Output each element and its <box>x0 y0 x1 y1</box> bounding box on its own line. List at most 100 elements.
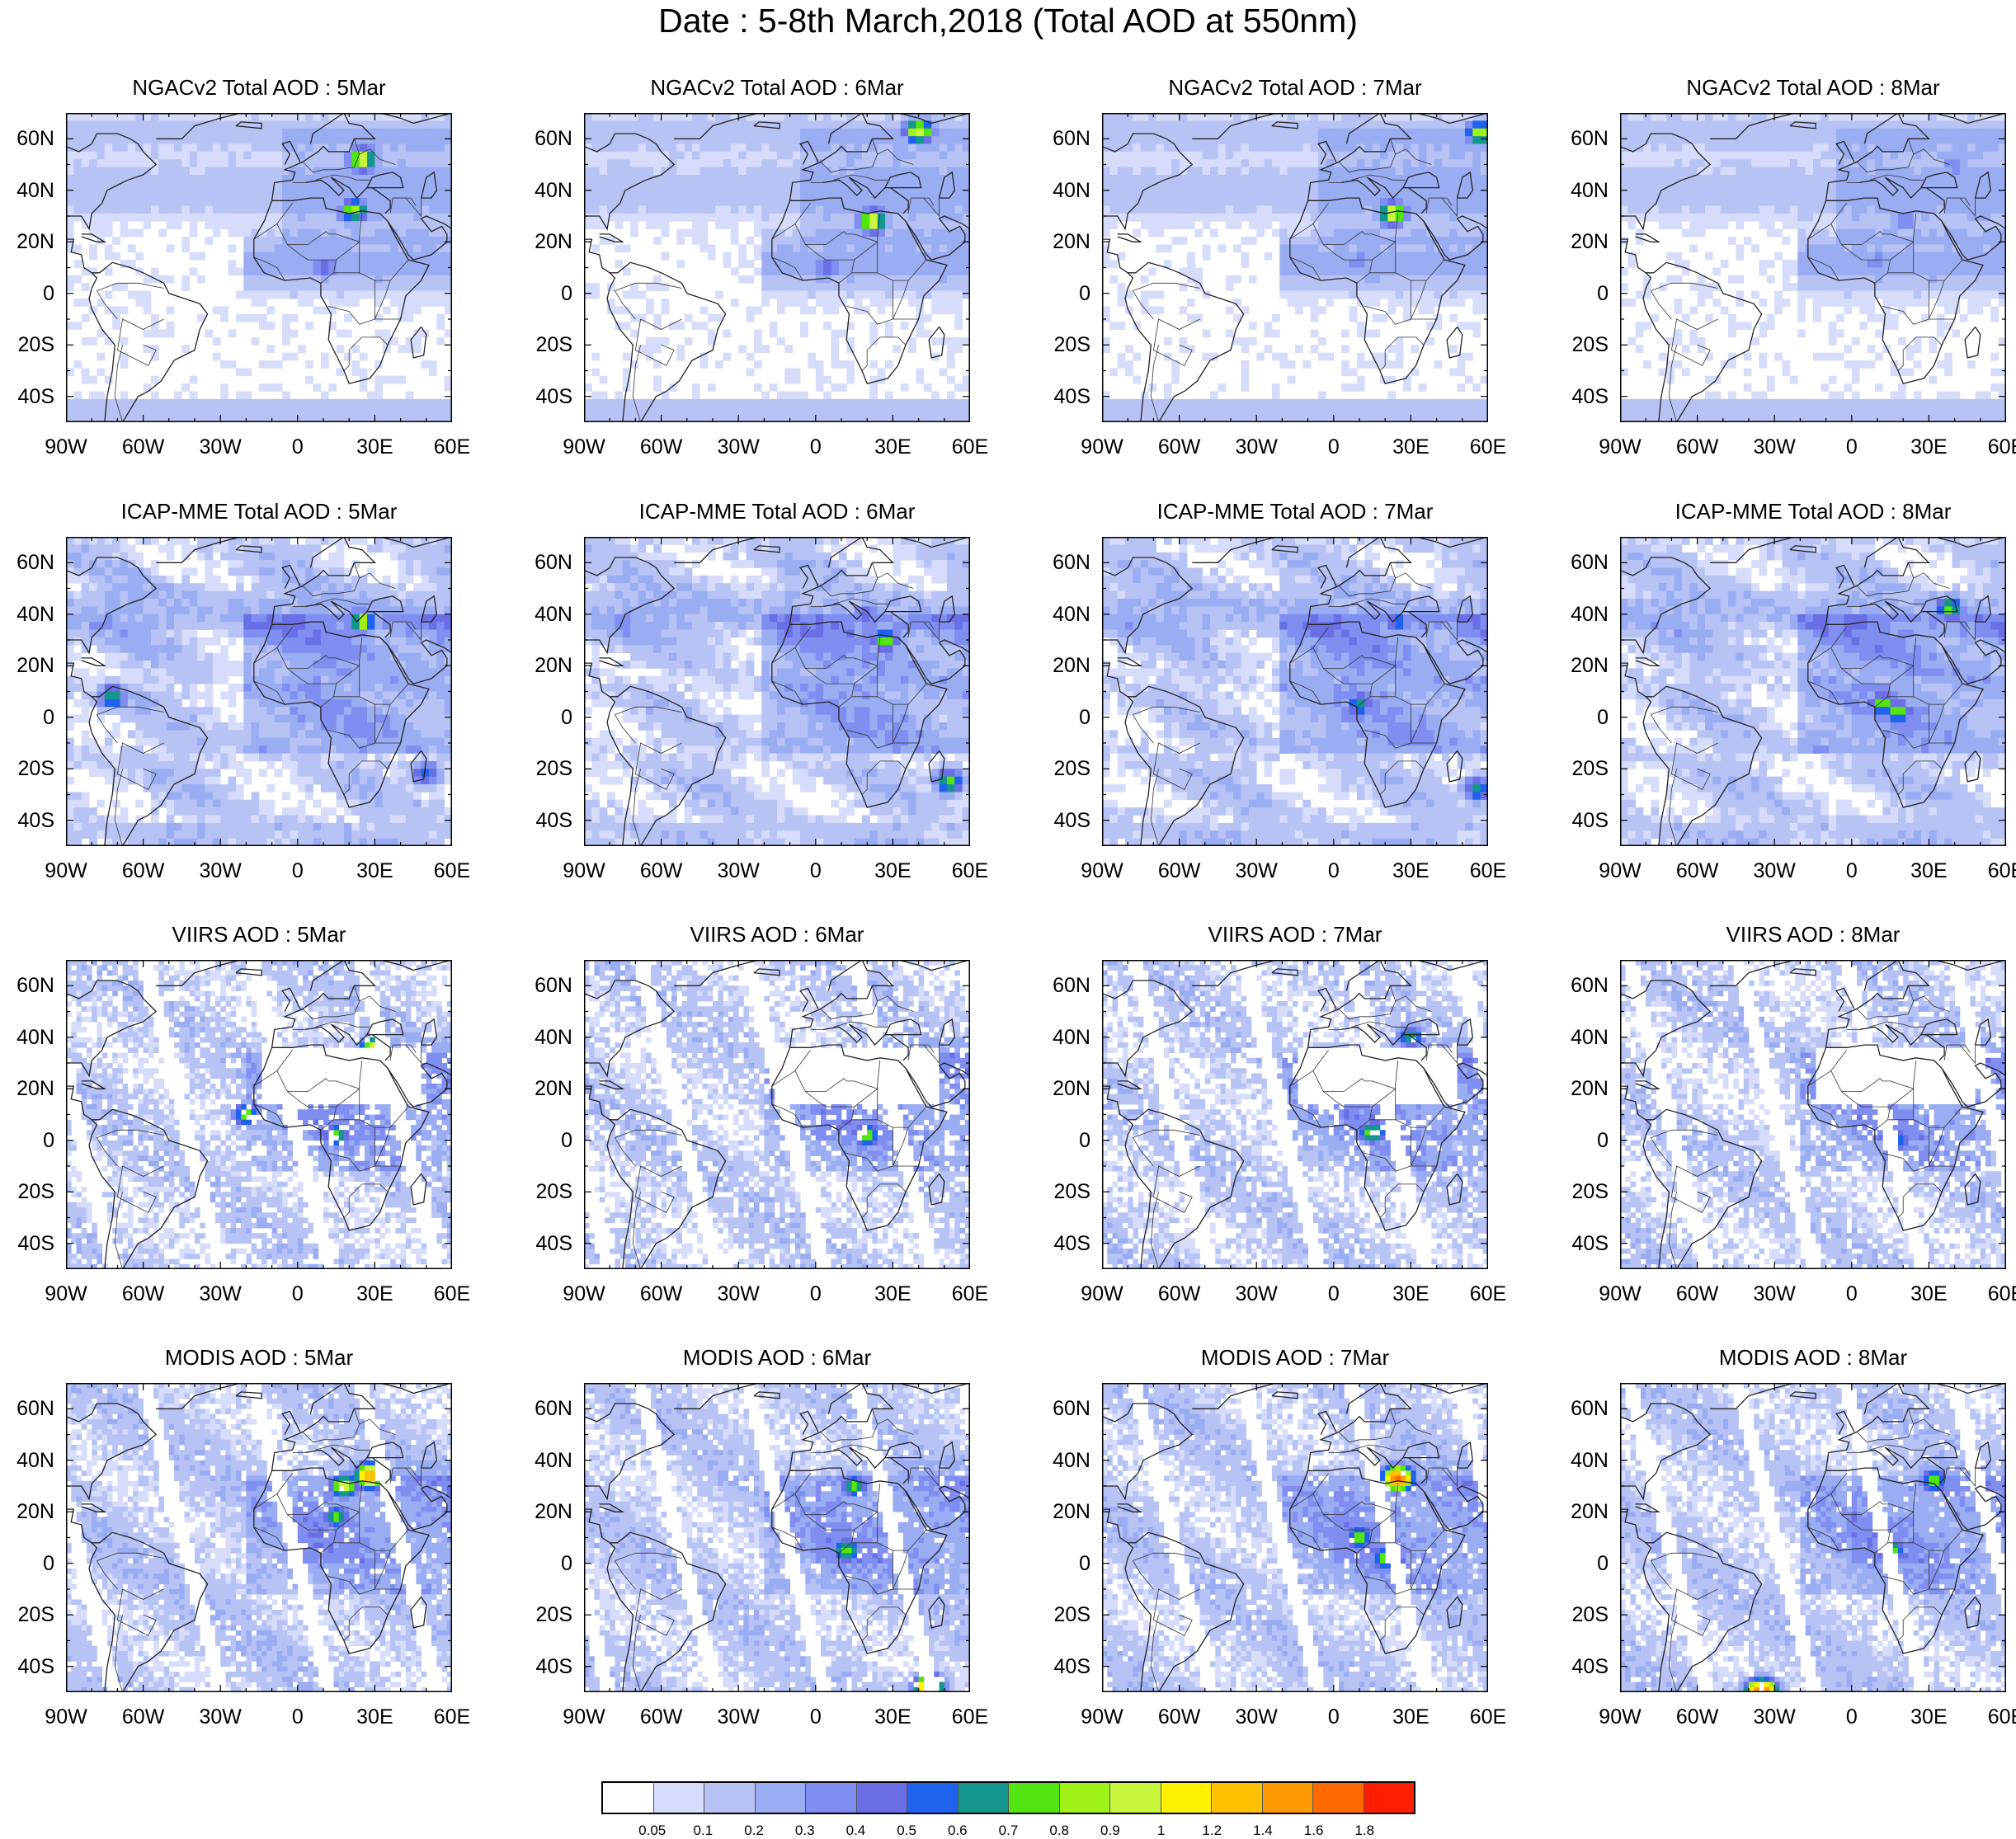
lon-tick-label: 30E <box>1896 1282 1962 1305</box>
colorbar-box <box>1009 1783 1060 1813</box>
lon-tick-label: 90W <box>33 1282 99 1305</box>
lat-tick-label: 40S <box>1554 385 1609 408</box>
lon-tick-label: 30W <box>705 1282 771 1305</box>
aod-map <box>1102 960 1488 1269</box>
panel-title: MODIS AOD : 8Mar <box>1604 1345 2016 1370</box>
lat-tick-label: 20N <box>1554 230 1609 253</box>
lat-tick-label: 20S <box>1036 757 1090 780</box>
lon-tick-label: 90W <box>1069 1282 1135 1305</box>
lon-tick-label: 90W <box>551 1705 617 1728</box>
lat-tick-label: 60N <box>518 974 572 997</box>
aod-map <box>1620 113 2006 422</box>
colorbar-label: 1.2 <box>1191 1823 1232 1839</box>
lon-tick-label: 30W <box>187 1282 253 1305</box>
lat-tick-label: 0 <box>0 282 54 305</box>
lon-tick-label: 60W <box>629 1705 695 1728</box>
panel-title: ICAP-MME Total AOD : 6Mar <box>568 499 987 524</box>
lon-tick-label: 0 <box>783 1705 849 1728</box>
lat-tick-label: 40N <box>1036 1026 1090 1049</box>
colorbar-box <box>1313 1783 1364 1813</box>
lon-tick-label: 60W <box>111 435 177 459</box>
lat-tick-label: 40N <box>1036 603 1090 626</box>
lat-tick-label: 40S <box>1554 1232 1609 1255</box>
lon-tick-label: 90W <box>551 435 617 459</box>
panel-title: ICAP-MME Total AOD : 5Mar <box>49 499 469 524</box>
lat-tick-label: 40S <box>1036 1232 1090 1255</box>
lat-tick-label: 20S <box>518 333 572 356</box>
lat-tick-label: 20S <box>1554 1603 1609 1626</box>
lat-tick-label: 0 <box>1036 282 1090 305</box>
panel-title: ICAP-MME Total AOD : 7Mar <box>1086 499 1505 524</box>
panel-title: MODIS AOD : 7Mar <box>1086 1345 1505 1370</box>
lat-tick-label: 20S <box>1036 1603 1090 1626</box>
lon-tick-label: 0 <box>265 1705 331 1728</box>
lon-tick-label: 60E <box>1455 1705 1521 1728</box>
lat-tick-label: 40S <box>518 1655 572 1678</box>
lat-tick-label: 60N <box>1036 974 1090 997</box>
lon-tick-label: 60W <box>1147 1282 1213 1305</box>
lat-tick-label: 40N <box>1554 179 1609 202</box>
lon-tick-label: 90W <box>1069 435 1135 459</box>
lat-tick-label: 60N <box>0 1397 54 1420</box>
lat-tick-label: 60N <box>0 974 54 997</box>
lat-tick-label: 0 <box>1554 706 1609 729</box>
aod-map <box>1620 960 2006 1269</box>
lat-tick-label: 40N <box>1554 1026 1609 1049</box>
lat-tick-label: 20S <box>0 333 54 356</box>
lon-tick-label: 0 <box>1819 859 1885 882</box>
lat-tick-label: 20S <box>0 1603 54 1626</box>
lon-tick-label: 30W <box>187 1705 253 1728</box>
lat-tick-label: 40S <box>1554 809 1609 832</box>
lon-tick-label: 60E <box>937 1705 1003 1728</box>
lat-tick-label: 0 <box>518 706 572 729</box>
lon-tick-label: 30W <box>1741 1705 1807 1728</box>
lat-tick-label: 0 <box>0 1129 54 1152</box>
lon-tick-label: 30W <box>705 435 771 459</box>
lon-tick-label: 90W <box>1069 1705 1135 1728</box>
aod-map <box>66 113 452 422</box>
lat-tick-label: 40N <box>518 603 572 626</box>
lat-tick-label: 40N <box>0 179 54 202</box>
panel-title: NGACv2 Total AOD : 5Mar <box>49 75 469 100</box>
lon-tick-label: 0 <box>1819 1705 1885 1728</box>
lon-tick-label: 30E <box>341 859 407 882</box>
colorbar-box <box>1212 1783 1263 1813</box>
lat-tick-label: 40N <box>518 179 572 202</box>
lon-tick-label: 60W <box>1147 859 1213 882</box>
colorbar-label: 0.8 <box>1039 1823 1080 1839</box>
lon-tick-label: 60W <box>1665 1705 1731 1728</box>
panel-title: NGACv2 Total AOD : 7Mar <box>1086 75 1505 100</box>
aod-colorbar <box>601 1781 1415 1814</box>
aod-map <box>584 113 970 422</box>
lon-tick-label: 30W <box>1741 1282 1807 1305</box>
lat-tick-label: 0 <box>1554 1129 1609 1152</box>
lat-tick-label: 20S <box>1036 333 1090 356</box>
lon-tick-label: 30W <box>1741 435 1807 459</box>
lat-tick-label: 0 <box>1036 706 1090 729</box>
aod-map <box>66 1383 452 1692</box>
lon-tick-label: 60E <box>1973 859 2016 882</box>
lat-tick-label: 20S <box>1554 757 1609 780</box>
lon-tick-label: 30E <box>860 1282 926 1305</box>
lon-tick-label: 0 <box>1301 435 1367 459</box>
lat-tick-label: 20N <box>1554 1077 1609 1100</box>
lon-tick-label: 30W <box>1223 435 1289 459</box>
lon-tick-label: 30E <box>860 859 926 882</box>
lat-tick-label: 0 <box>1036 1552 1090 1575</box>
lon-tick-label: 0 <box>1301 1282 1367 1305</box>
lat-tick-label: 20S <box>0 1180 54 1203</box>
lon-tick-label: 0 <box>783 1282 849 1305</box>
colorbar-label: 0.7 <box>988 1823 1029 1839</box>
colorbar-label: 1.4 <box>1242 1823 1284 1839</box>
colorbar-label: 0.1 <box>682 1823 723 1839</box>
lon-tick-label: 90W <box>33 435 99 459</box>
lon-tick-label: 30E <box>1896 435 1962 459</box>
lat-tick-label: 20S <box>1554 1180 1609 1203</box>
lon-tick-label: 90W <box>1587 859 1653 882</box>
lat-tick-label: 40N <box>1554 1449 1609 1472</box>
panel-title: MODIS AOD : 6Mar <box>568 1345 987 1370</box>
